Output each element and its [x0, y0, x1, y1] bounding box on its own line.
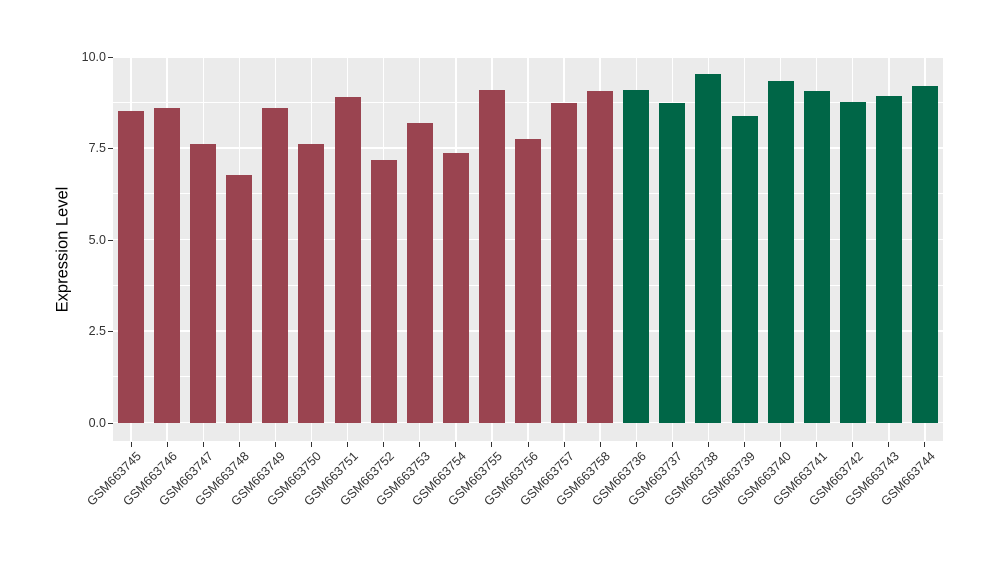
bar-GSM663744	[911, 86, 938, 423]
x-tick	[527, 442, 529, 447]
bar-GSM663753	[406, 123, 433, 423]
plot-area	[113, 57, 943, 441]
bar-GSM663751	[334, 96, 361, 423]
bar-GSM663739	[731, 115, 758, 423]
y-tick-label: 7.5	[88, 141, 106, 155]
x-tick	[671, 442, 673, 447]
bar-GSM663758	[587, 91, 614, 423]
bar-GSM663750	[298, 144, 325, 423]
y-tick-label: 0.0	[88, 415, 106, 430]
x-tick	[780, 442, 782, 447]
bar-GSM663755	[478, 89, 505, 423]
bar-GSM663748	[226, 174, 253, 423]
bar-GSM663757	[551, 103, 578, 423]
bar-GSM663756	[515, 139, 541, 423]
x-tick	[383, 442, 385, 447]
y-tick-label: 2.5	[88, 324, 106, 338]
x-tick	[635, 442, 637, 447]
x-tick	[491, 442, 493, 447]
bar-GSM663747	[190, 144, 217, 423]
bar-GSM663737	[659, 102, 686, 423]
x-tick	[599, 442, 601, 447]
bar-GSM663743	[875, 96, 902, 423]
bar-GSM663742	[839, 102, 866, 423]
bar-GSM663738	[695, 74, 722, 423]
bar-GSM663752	[370, 159, 397, 423]
bar-GSM663746	[154, 107, 181, 423]
x-tick	[419, 442, 421, 447]
y-tick-label: 5.0	[88, 232, 106, 247]
x-tick	[238, 442, 240, 447]
x-tick	[202, 442, 204, 447]
x-tick	[310, 442, 312, 447]
x-tick	[130, 442, 132, 447]
y-tick	[108, 331, 113, 332]
y-tick	[108, 148, 113, 149]
y-tick	[108, 422, 113, 424]
x-tick	[888, 442, 890, 447]
x-tick	[347, 442, 349, 447]
x-tick	[744, 442, 746, 447]
x-tick	[816, 442, 818, 447]
bar-GSM663754	[442, 153, 469, 423]
x-tick	[707, 442, 709, 447]
y-tick	[108, 56, 113, 58]
x-tick	[852, 442, 854, 447]
bar-GSM663749	[262, 107, 289, 423]
x-tick	[924, 442, 926, 447]
x-tick	[563, 442, 565, 447]
x-tick	[274, 442, 276, 447]
bar-GSM663745	[118, 110, 145, 423]
bar-GSM663736	[623, 89, 650, 423]
x-tick	[166, 442, 168, 447]
x-tick	[455, 442, 457, 447]
bar-GSM663741	[803, 90, 830, 423]
y-tick-label: 10.0	[81, 49, 106, 64]
bar-GSM663740	[767, 81, 794, 423]
y-tick	[108, 239, 113, 241]
